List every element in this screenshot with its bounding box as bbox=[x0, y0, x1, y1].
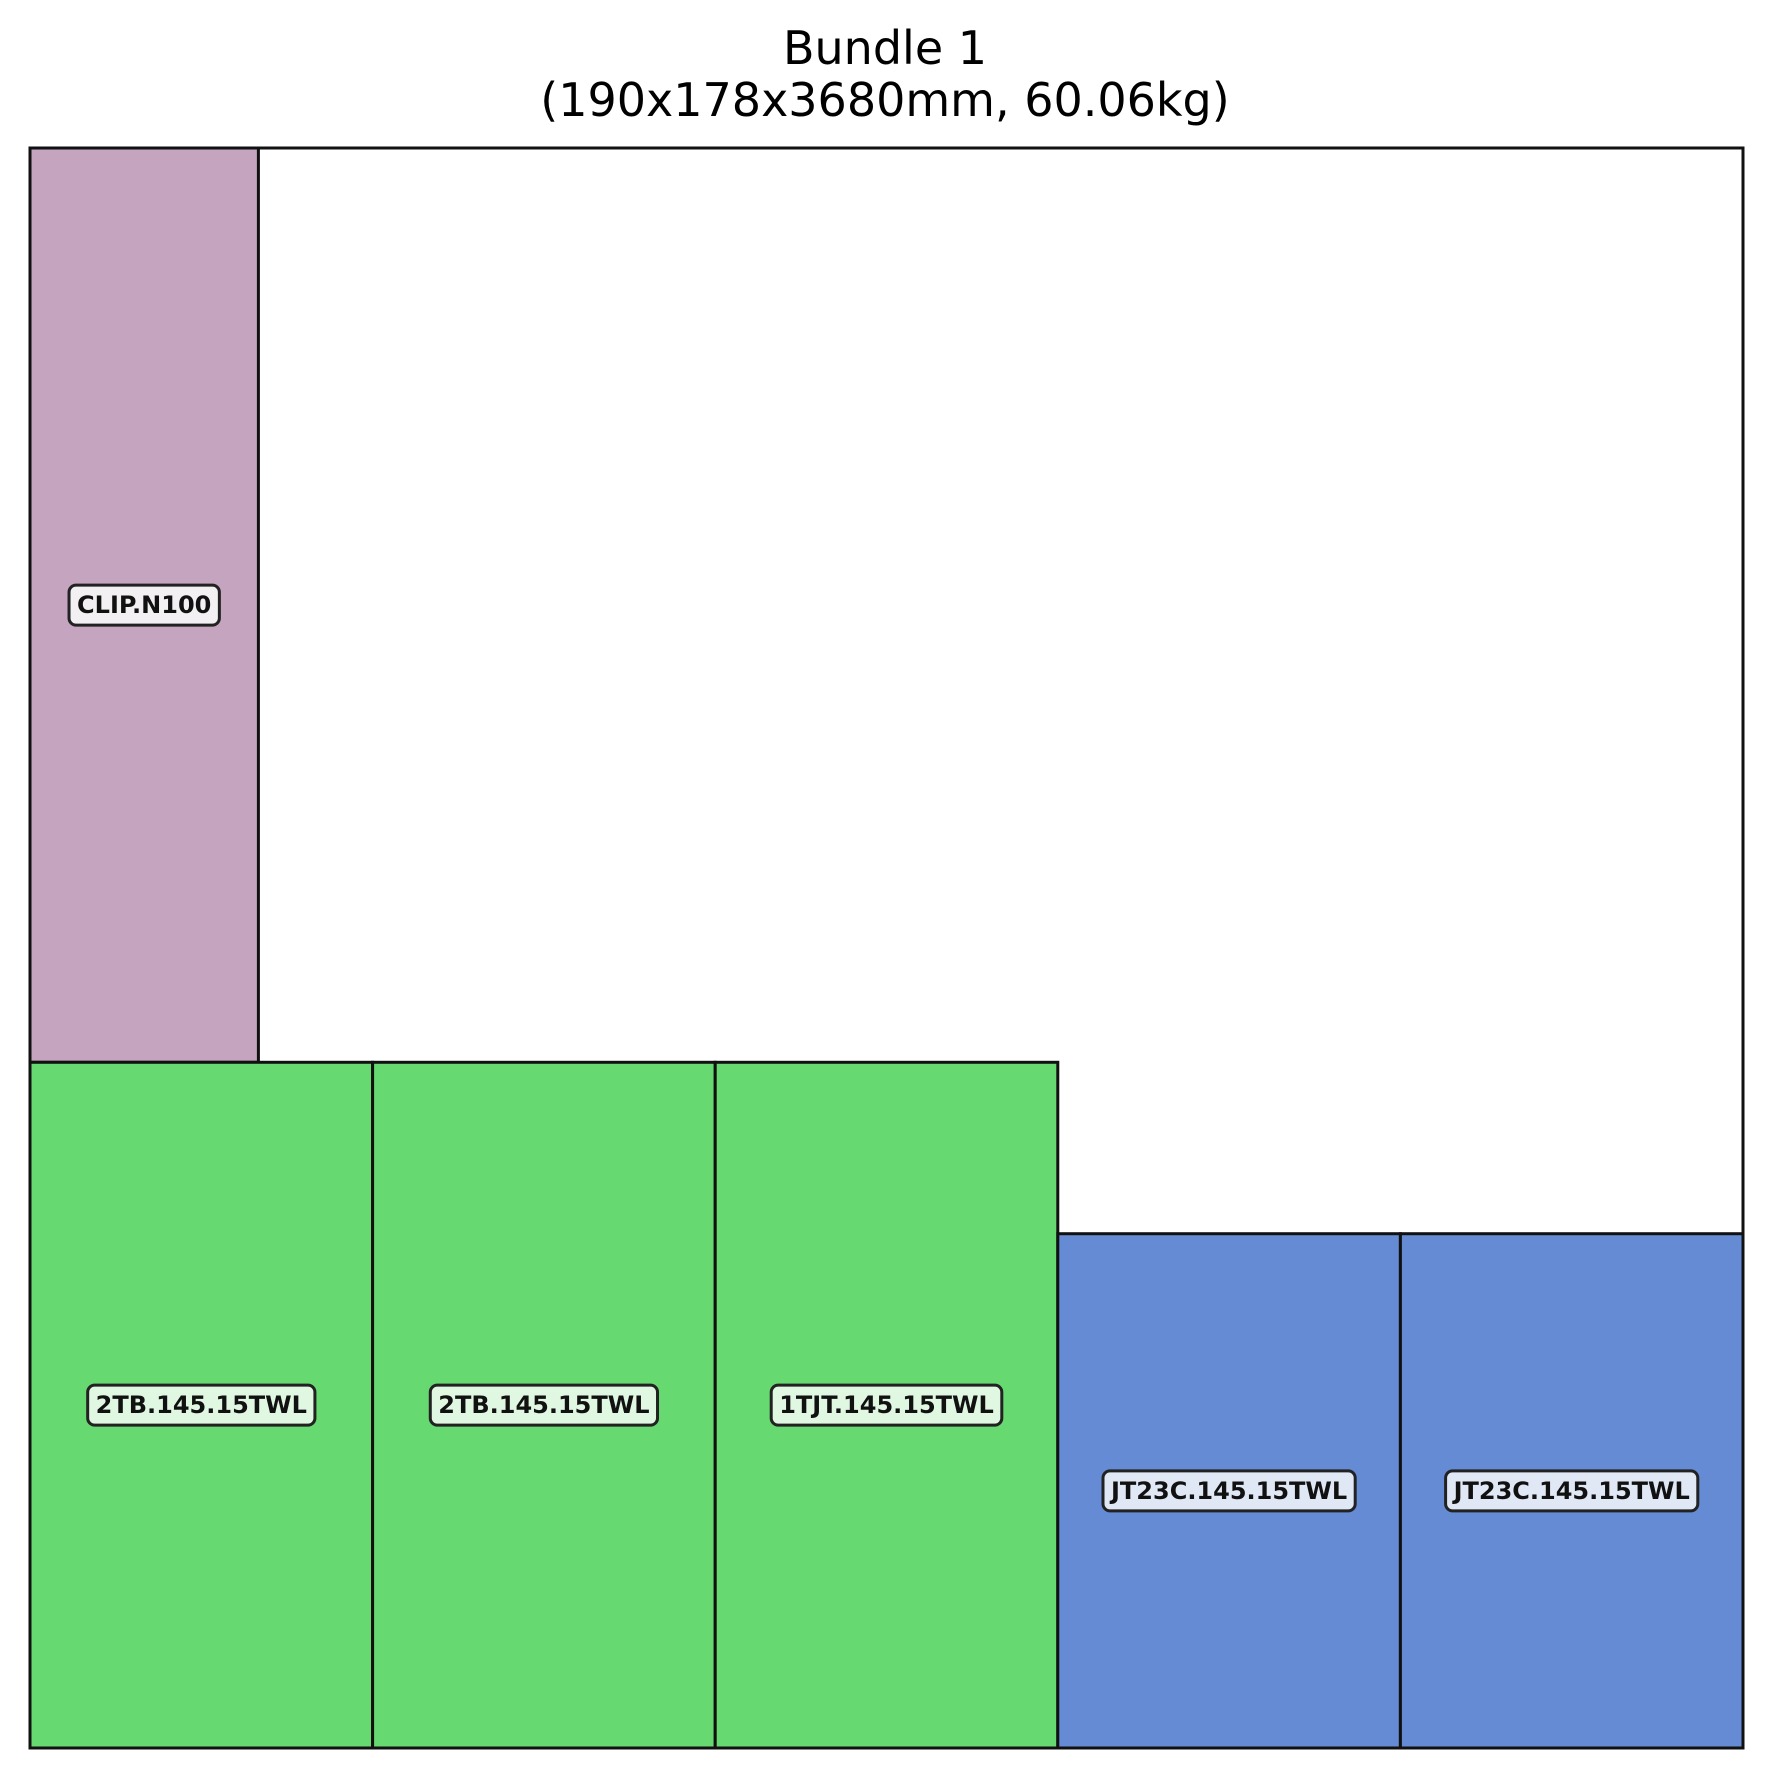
item-label-box bbox=[1101, 1469, 1357, 1513]
item-label: CLIP.N100 bbox=[77, 591, 211, 619]
item-label: 1TJT.145.15TWL bbox=[779, 1391, 994, 1419]
item-label-box bbox=[1444, 1469, 1700, 1513]
item-label: 2TB.145.15TWL bbox=[96, 1391, 307, 1419]
item-label: 2TB.145.15TWL bbox=[438, 1391, 649, 1419]
item-label-box bbox=[428, 1383, 660, 1427]
item-label-box bbox=[86, 1383, 317, 1427]
item-3: 2TB.145.15TWL bbox=[371, 1060, 717, 1750]
item-label: JT23C.145.15TWL bbox=[1109, 1477, 1347, 1505]
item-6: JT23C.145.15TWL bbox=[1398, 1232, 1745, 1750]
item-label-box bbox=[769, 1383, 1004, 1427]
item-5: JT23C.145.15TWL bbox=[1056, 1232, 1402, 1750]
bundle-outline bbox=[28, 146, 1745, 1750]
item-2: 2TB.145.15TWL bbox=[28, 1060, 375, 1750]
title-line-2: (190x178x3680mm, 60.06kg) bbox=[540, 73, 1230, 127]
item-1: CLIP.N100 bbox=[28, 146, 260, 1064]
items-layer: CLIP.N100 2TB.145.15TWL 2TB.145.15TWL 1TJT.… bbox=[28, 146, 1745, 1750]
item-4: 1TJT.145.15TWL bbox=[713, 1060, 1060, 1750]
title-line-1: Bundle 1 bbox=[782, 21, 988, 75]
item-label: JT23C.145.15TWL bbox=[1452, 1477, 1690, 1505]
item-label-box bbox=[67, 583, 221, 627]
diagram-title: Bundle 1 (190x178x3680mm, 60.06kg) bbox=[0, 22, 1770, 126]
